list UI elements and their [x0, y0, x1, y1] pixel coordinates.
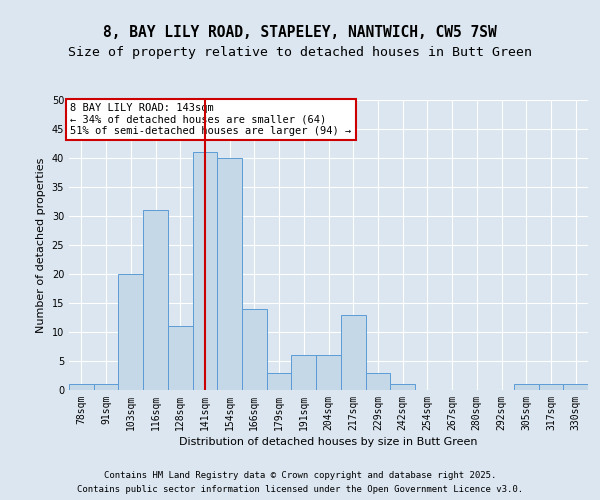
Text: 8 BAY LILY ROAD: 143sqm
← 34% of detached houses are smaller (64)
51% of semi-de: 8 BAY LILY ROAD: 143sqm ← 34% of detache…: [70, 103, 352, 136]
X-axis label: Distribution of detached houses by size in Butt Green: Distribution of detached houses by size …: [179, 437, 478, 447]
Text: Size of property relative to detached houses in Butt Green: Size of property relative to detached ho…: [68, 46, 532, 59]
Bar: [292, 355, 316, 390]
Text: Contains public sector information licensed under the Open Government Licence v3: Contains public sector information licen…: [77, 484, 523, 494]
Bar: [118, 274, 143, 390]
Bar: [267, 372, 292, 390]
Bar: [365, 372, 390, 390]
Bar: [514, 384, 539, 390]
Bar: [193, 152, 217, 390]
Bar: [217, 158, 242, 390]
Text: 8, BAY LILY ROAD, STAPELEY, NANTWICH, CW5 7SW: 8, BAY LILY ROAD, STAPELEY, NANTWICH, CW…: [103, 25, 497, 40]
Bar: [390, 384, 415, 390]
Bar: [563, 384, 588, 390]
Bar: [69, 384, 94, 390]
Text: Contains HM Land Registry data © Crown copyright and database right 2025.: Contains HM Land Registry data © Crown c…: [104, 472, 496, 480]
Y-axis label: Number of detached properties: Number of detached properties: [36, 158, 46, 332]
Bar: [168, 326, 193, 390]
Bar: [316, 355, 341, 390]
Bar: [94, 384, 118, 390]
Bar: [143, 210, 168, 390]
Bar: [242, 309, 267, 390]
Bar: [341, 314, 365, 390]
Bar: [539, 384, 563, 390]
